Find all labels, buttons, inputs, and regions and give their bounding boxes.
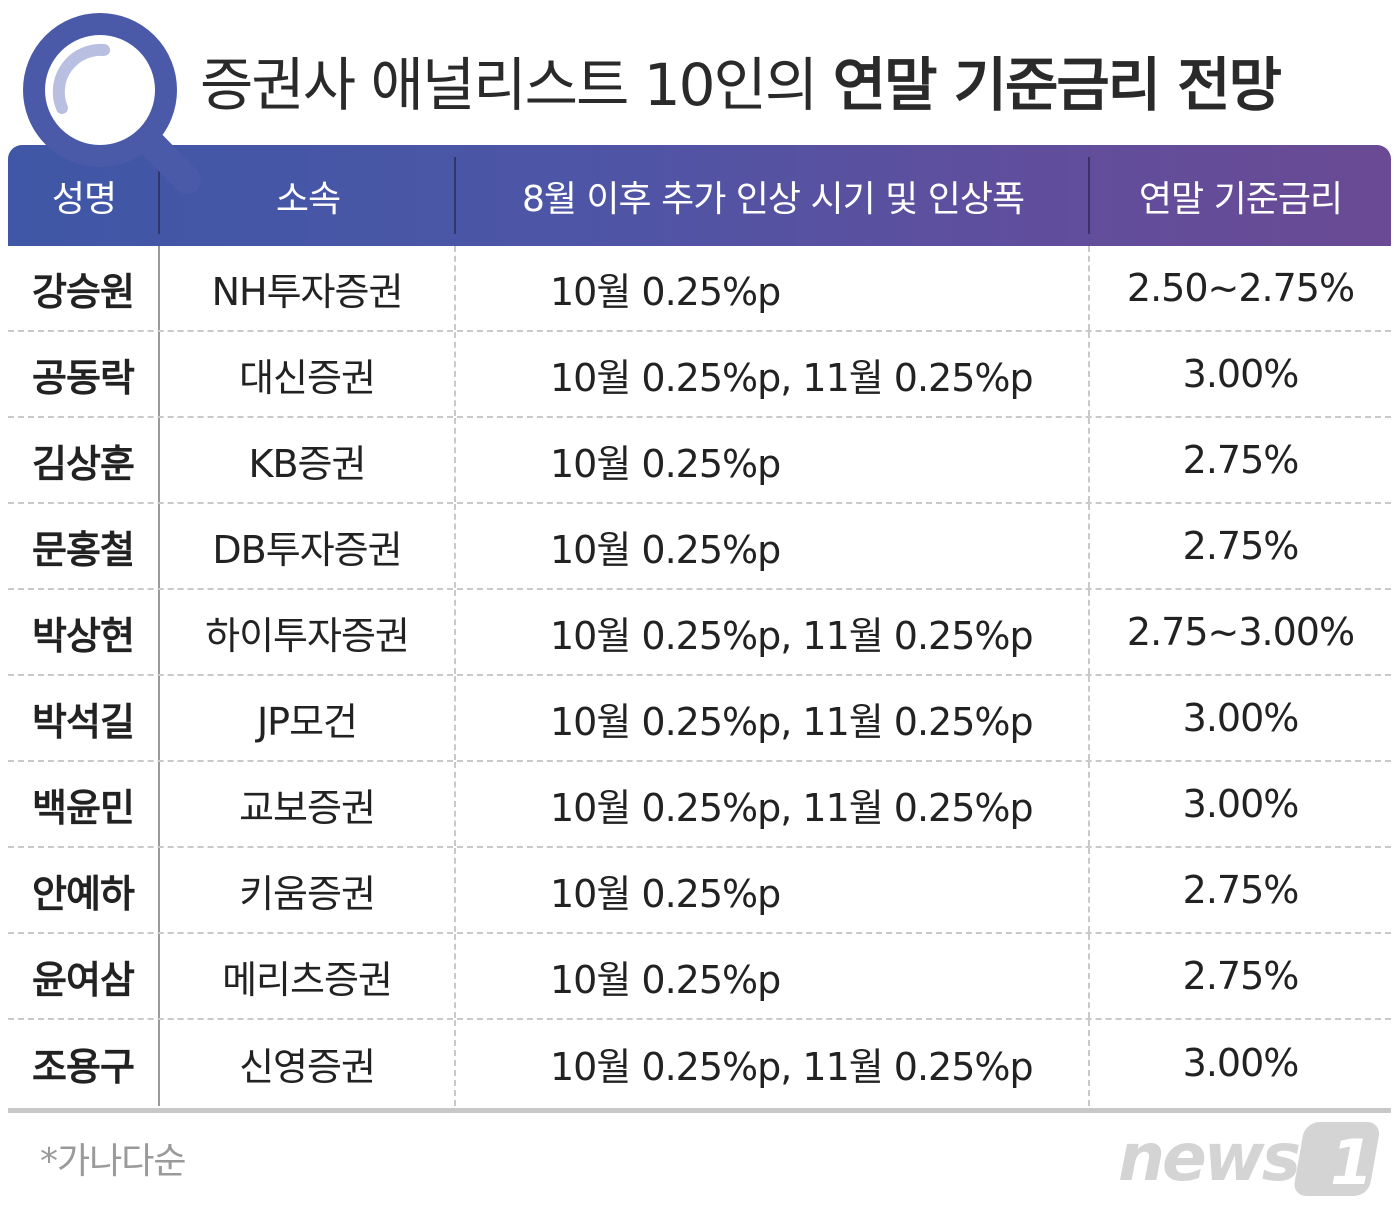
title-bold: 연말 기준금리 전망	[832, 51, 1282, 119]
hike-plan: 10월 0.25%p	[456, 504, 1090, 588]
logo-mark: 1	[1330, 1126, 1373, 1199]
header-firm: 소속	[160, 145, 456, 246]
hike-plan: 10월 0.25%p, 11월 0.25%p	[456, 676, 1090, 760]
analyst-name: 문홍철	[8, 504, 160, 588]
analyst-name: 백윤민	[8, 762, 160, 846]
analyst-firm: 키움증권	[160, 848, 456, 932]
analyst-name: 김상훈	[8, 418, 160, 502]
table-body: 강승원 NH투자증권 10월 0.25%p 2.50~2.75% 공동락 대신증…	[8, 246, 1391, 1106]
year-end-rate: 2.75%	[1182, 438, 1300, 482]
analyst-name: 공동락	[8, 332, 160, 416]
analyst-name: 박석길	[8, 676, 160, 760]
analyst-firm: DB투자증권	[160, 504, 456, 588]
analyst-name: 강승원	[8, 246, 160, 330]
header-rate: 연말 기준금리	[1138, 178, 1343, 220]
analyst-firm: KB증권	[160, 418, 456, 502]
hike-plan: 10월 0.25%p, 11월 0.25%p	[456, 762, 1090, 846]
table-row: 안예하 키움증권 10월 0.25%p 2.75%	[8, 848, 1391, 934]
analyst-firm: NH투자증권	[160, 246, 456, 330]
table-row: 김상훈 KB증권 10월 0.25%p 2.75%	[8, 418, 1391, 504]
table-header: 성명 소속 8월 이후 추가 인상 시기 및 인상폭 연말 기준금리	[8, 145, 1391, 246]
table-bottom-rule	[8, 1108, 1391, 1113]
hike-plan: 10월 0.25%p	[456, 246, 1090, 330]
analyst-firm: 대신증권	[160, 332, 456, 416]
year-end-rate: 3.00%	[1182, 1041, 1300, 1085]
year-end-rate: 2.75%	[1182, 954, 1300, 998]
page-title: 증권사 애널리스트 10인의 연말 기준금리 전망	[200, 40, 1282, 130]
hike-plan: 10월 0.25%p, 11월 0.25%p	[456, 332, 1090, 416]
analyst-firm: 신영증권	[160, 1020, 456, 1106]
year-end-rate: 2.75%	[1182, 868, 1300, 912]
analyst-name: 박상현	[8, 590, 160, 674]
hike-plan: 10월 0.25%p	[456, 934, 1090, 1018]
year-end-rate: 3.00%	[1182, 782, 1300, 826]
logo-text: news	[1118, 1119, 1299, 1196]
table-row: 박석길 JP모건 10월 0.25%p, 11월 0.25%p 3.00%	[8, 676, 1391, 762]
news1-logo: news 1	[1118, 1119, 1380, 1199]
year-end-rate: 2.50~2.75%	[1126, 266, 1355, 310]
header-plan: 8월 이후 추가 인상 시기 및 인상폭	[456, 145, 1090, 246]
table-row: 문홍철 DB투자증권 10월 0.25%p 2.75%	[8, 504, 1391, 590]
analyst-name: 윤여삼	[8, 934, 160, 1018]
year-end-rate: 3.00%	[1182, 696, 1300, 740]
analyst-firm: 하이투자증권	[160, 590, 456, 674]
analyst-firm: 교보증권	[160, 762, 456, 846]
footnote: *가나다순	[40, 1141, 186, 1182]
table-row: 윤여삼 메리츠증권 10월 0.25%p 2.75%	[8, 934, 1391, 1020]
title-area: 증권사 애널리스트 10인의 연말 기준금리 전망	[0, 0, 1400, 194]
table-row: 조용구 신영증권 10월 0.25%p, 11월 0.25%p 3.00%	[8, 1020, 1391, 1106]
magnifier-icon	[23, 13, 201, 194]
year-end-rate: 3.00%	[1182, 352, 1300, 396]
table-row: 공동락 대신증권 10월 0.25%p, 11월 0.25%p 3.00%	[8, 332, 1391, 418]
analyst-firm: JP모건	[160, 676, 456, 760]
table-row: 강승원 NH투자증권 10월 0.25%p 2.50~2.75%	[8, 246, 1391, 332]
hike-plan: 10월 0.25%p	[456, 418, 1090, 502]
title-light: 증권사 애널리스트 10인의	[200, 51, 833, 119]
forecast-table: 성명 소속 8월 이후 추가 인상 시기 및 인상폭 연말 기준금리 강승원 N…	[8, 145, 1391, 1113]
table-row: 백윤민 교보증권 10월 0.25%p, 11월 0.25%p 3.00%	[8, 762, 1391, 848]
analyst-name: 안예하	[8, 848, 160, 932]
table-row: 박상현 하이투자증권 10월 0.25%p, 11월 0.25%p 2.75~3…	[8, 590, 1391, 676]
hike-plan: 10월 0.25%p, 11월 0.25%p	[456, 590, 1090, 674]
year-end-rate: 2.75%	[1182, 524, 1300, 568]
analyst-firm: 메리츠증권	[160, 934, 456, 1018]
header-name: 성명	[8, 145, 160, 246]
analyst-name: 조용구	[8, 1020, 160, 1106]
hike-plan: 10월 0.25%p	[456, 848, 1090, 932]
year-end-rate: 2.75~3.00%	[1126, 610, 1355, 654]
logo-mark-box	[1294, 1122, 1380, 1196]
hike-plan: 10월 0.25%p, 11월 0.25%p	[456, 1020, 1090, 1106]
